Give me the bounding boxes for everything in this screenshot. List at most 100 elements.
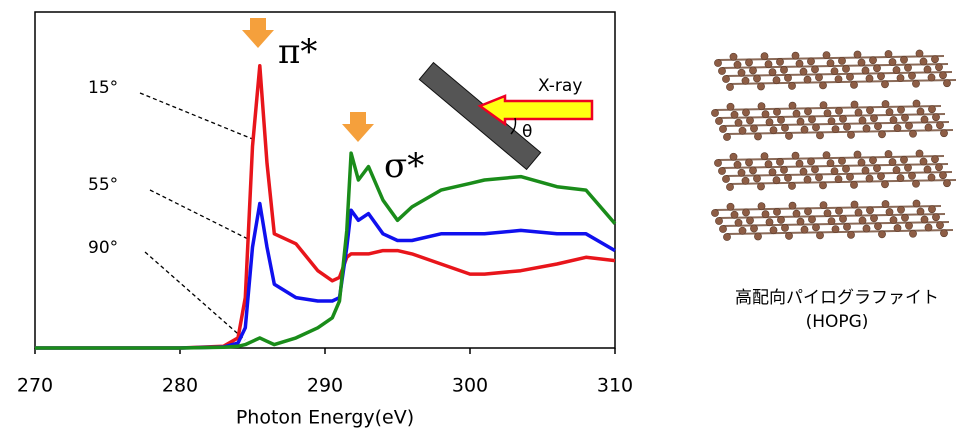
atom [924, 223, 933, 232]
bond-row [726, 229, 954, 235]
atom [904, 163, 912, 172]
atom [884, 50, 893, 58]
x-tick-label: 280 [162, 375, 198, 397]
atom [764, 160, 773, 169]
sample-label: 高配向パイログラファイト [735, 288, 939, 308]
atom [723, 233, 731, 241]
atom [780, 166, 788, 174]
atom [838, 56, 846, 65]
atom [843, 122, 851, 131]
atom [738, 126, 747, 135]
atom [834, 175, 843, 184]
atom [726, 183, 734, 191]
atom [901, 113, 909, 122]
atom [842, 164, 850, 173]
atom [936, 221, 944, 230]
atom [892, 166, 901, 174]
atom [936, 121, 944, 130]
atom [714, 59, 722, 67]
pi-label: π* [278, 32, 317, 72]
series-label: 15° [88, 78, 118, 98]
atom [858, 116, 867, 125]
atom [923, 165, 932, 174]
atom [788, 82, 796, 90]
atom [723, 133, 731, 141]
atom [924, 123, 933, 132]
atom [889, 216, 898, 224]
atom [896, 74, 905, 82]
atom [896, 174, 905, 182]
atom [935, 163, 943, 172]
atom [857, 58, 866, 67]
atom [928, 205, 936, 214]
atom [803, 175, 812, 184]
atom [711, 109, 719, 117]
atom [920, 115, 929, 124]
atom [812, 223, 820, 232]
atom [846, 172, 854, 181]
bond-row [726, 129, 954, 135]
atom [847, 230, 855, 239]
atom [795, 59, 804, 68]
atom [791, 151, 800, 160]
atom [916, 207, 925, 216]
atom [928, 105, 936, 114]
atom [884, 150, 893, 158]
atom [866, 106, 874, 115]
atom [819, 181, 827, 190]
atom [857, 158, 866, 167]
atom [795, 159, 804, 168]
atom [711, 209, 719, 217]
atom [850, 200, 859, 209]
x-tick-label: 290 [307, 375, 343, 397]
atom [939, 171, 947, 180]
atom [839, 114, 847, 123]
atom [861, 166, 870, 175]
atom [858, 216, 867, 225]
atom [940, 229, 948, 238]
xray-label: X-ray [538, 76, 582, 96]
atom [742, 108, 750, 117]
atom [865, 174, 874, 183]
atom [915, 149, 924, 158]
atom [822, 51, 831, 60]
atom [827, 217, 836, 226]
atom [819, 201, 828, 210]
atom [773, 108, 781, 116]
atom [873, 64, 881, 73]
atom [830, 67, 839, 76]
atom [726, 202, 735, 211]
atom [729, 152, 738, 161]
atom [885, 208, 894, 216]
atom [900, 155, 908, 164]
atom [831, 125, 840, 134]
atom [799, 167, 808, 176]
atom [850, 80, 858, 89]
atom [800, 225, 809, 234]
atom [854, 108, 863, 117]
atom [714, 159, 722, 167]
atom [741, 176, 750, 185]
atom [804, 107, 812, 116]
bond-row [729, 179, 957, 185]
xray-arrow [477, 94, 594, 127]
atom [877, 172, 885, 181]
atom [943, 79, 951, 88]
atom [800, 125, 809, 134]
atom [745, 58, 753, 67]
atom [885, 108, 894, 116]
atom [799, 67, 808, 76]
atom [808, 115, 816, 124]
atom [816, 131, 824, 140]
atom [826, 159, 835, 168]
atom [815, 173, 823, 182]
atom [745, 158, 753, 167]
atom [870, 114, 878, 123]
atom [776, 158, 784, 166]
sigma-arrow [342, 112, 374, 142]
atom [807, 157, 815, 166]
atom [757, 102, 766, 111]
atom [854, 208, 863, 217]
atom [846, 72, 854, 81]
atom [831, 225, 840, 234]
